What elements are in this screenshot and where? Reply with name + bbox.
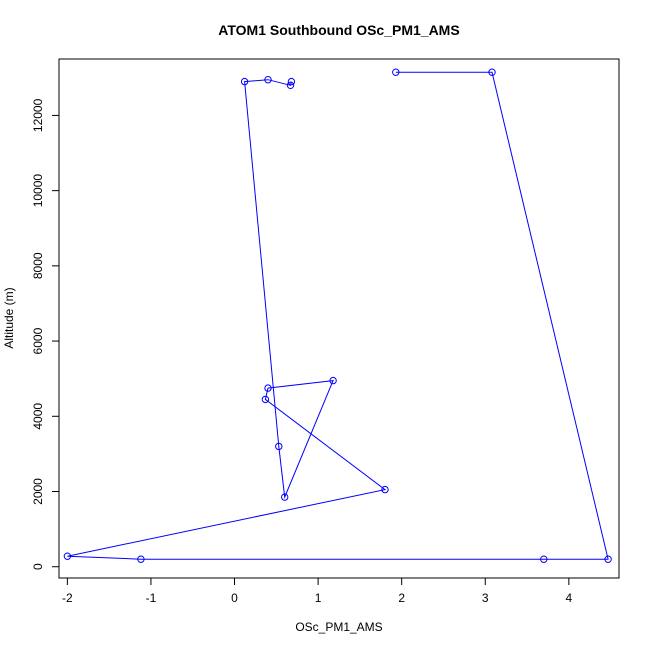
data-point (264, 384, 272, 392)
data-point (286, 81, 295, 90)
y-tick-label: 0 (31, 563, 45, 570)
data-point (392, 68, 400, 76)
x-tick-label: 3 (482, 591, 489, 605)
data-layer (63, 68, 612, 563)
data-point (275, 442, 283, 451)
y-tick-label: 8000 (31, 252, 45, 279)
x-tick-label: 1 (315, 591, 322, 605)
data-point (281, 493, 289, 501)
y-axis-label: Altitude (m) (2, 287, 16, 348)
data-point (63, 552, 72, 560)
data-point (604, 555, 612, 563)
data-point (137, 555, 145, 563)
data-point (287, 77, 296, 86)
x-tick-label: -2 (62, 591, 73, 605)
x-axis-label: OSc_PM1_AMS (295, 620, 382, 634)
chart-title: ATOM1 Southbound OSc_PM1_AMS (218, 22, 459, 38)
data-point (261, 395, 270, 404)
data-point (381, 485, 389, 494)
x-axis: -2 -1 0 1 2 3 4 (62, 577, 573, 605)
y-tick-label: 10000 (31, 174, 45, 208)
y-tick-label: 4000 (31, 403, 45, 430)
data-point (264, 76, 272, 84)
x-tick-label: 2 (398, 591, 405, 605)
y-axis: 0 2000 4000 6000 8000 10000 12000 (31, 98, 60, 570)
y-tick-label: 2000 (31, 478, 45, 505)
series-line (67, 71, 609, 560)
y-tick-label: 6000 (31, 327, 45, 354)
x-tick-label: 4 (566, 591, 573, 605)
x-tick-label: -1 (146, 591, 157, 605)
y-tick-label: 12000 (31, 98, 45, 132)
data-point (488, 68, 496, 76)
data-point (240, 77, 249, 86)
data-point (329, 376, 337, 385)
data-point (540, 555, 548, 563)
x-tick-label: 0 (231, 591, 238, 605)
